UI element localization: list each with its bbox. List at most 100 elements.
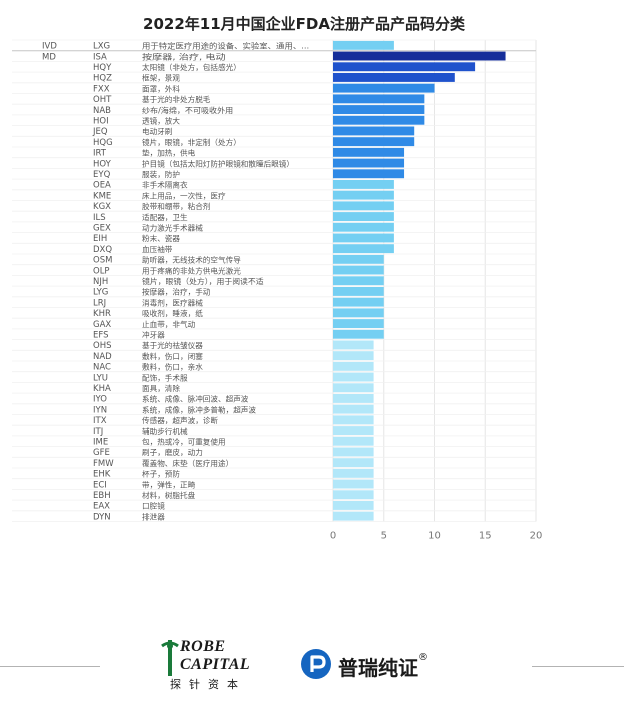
rows-layer: IVD LXG 用于特定医疗用途的设备、实验室、通用、... MD ISA 按摩器, 治疗… — [42, 40, 506, 522]
product-description-label: 带，弹性，正畸 — [142, 479, 196, 489]
grid-layer — [12, 39, 537, 522]
bar-osm — [333, 254, 384, 264]
product-code-label: OLP — [93, 266, 110, 276]
robe-logo-chinese: 探针资本 — [170, 678, 246, 691]
product-code-label: ITX — [93, 416, 107, 426]
footer-rule-right — [532, 666, 624, 667]
product-code-label: GEX — [93, 223, 111, 233]
bar-lxg — [333, 40, 394, 50]
product-description-label: 敷料，伤口，亲水 — [142, 362, 203, 372]
product-description-label: 系统，成像，脉冲多普勒，超声波 — [142, 404, 256, 414]
product-description-label: 护目镜（包括太阳灯防护眼镜和散瞳后眼镜） — [142, 158, 294, 168]
robe-capital-mark-icon — [161, 640, 179, 676]
product-code-label: ITJ — [93, 427, 103, 437]
product-code-label: HOI — [93, 116, 109, 126]
product-description-label: 止血带，非气动 — [142, 319, 196, 329]
bar-gax — [333, 319, 384, 328]
product-description-label: 面具，清除 — [142, 383, 180, 393]
bar-iyo — [333, 394, 374, 403]
product-description-label: 杯子，预防 — [142, 469, 180, 479]
product-description-label: 覆盖物、床垫（医疗用途） — [142, 458, 233, 468]
product-description-label: 用于特定医疗用途的设备、实验室、通用、... — [142, 41, 309, 51]
bar-itj — [333, 426, 374, 435]
product-description-label: 胶带和绷带，粘合剂 — [142, 201, 210, 211]
product-description-label: 镜片，眼镜，非定制（处方） — [142, 137, 241, 147]
product-description-label: 冲牙器 — [142, 329, 165, 339]
bar-chart: 2022年11月中国企业FDA注册产品产品码分类 IVD LXG 用于特定医疗用途的… — [12, 15, 542, 542]
product-description-label: 材料，树脂托盘 — [142, 490, 196, 500]
bar-dxq — [333, 244, 394, 254]
bar-nad — [333, 351, 374, 361]
product-description-label: 基于光的非处方脱毛 — [142, 94, 211, 104]
product-description-label: 助听器，无线技术的空气传导 — [142, 255, 241, 265]
bar-lyu — [333, 372, 374, 382]
product-description-label: 基于光的祛皱仪器 — [142, 340, 203, 350]
product-code-label: KME — [93, 191, 111, 201]
footer-rule-left — [0, 666, 100, 667]
bar-irt — [333, 147, 405, 157]
bar-dyn — [333, 511, 374, 521]
bar-nac — [333, 361, 374, 371]
bar-gfe — [333, 447, 374, 457]
product-description-label: 垫，加热，供电 — [142, 148, 196, 158]
product-code-label: FXX — [93, 84, 110, 94]
x-tick-label: 15 — [479, 531, 492, 542]
bar-kme — [333, 190, 394, 200]
product-description-label: 电动牙刷 — [142, 126, 172, 136]
bar-eih — [333, 233, 394, 243]
product-code-label: EYQ — [93, 170, 111, 180]
product-code-label: IRT — [93, 149, 107, 159]
bar-ime — [333, 436, 374, 446]
product-code-label: LXG — [93, 42, 110, 52]
bar-kha — [333, 383, 374, 393]
product-code-label: EBH — [93, 491, 111, 501]
bar-khr — [333, 308, 384, 318]
product-code-label: KHR — [93, 309, 111, 319]
product-code-label: HOY — [93, 159, 112, 169]
product-code-label: NAD — [93, 352, 112, 362]
group-label: IVD — [42, 42, 57, 52]
purecert-mark-icon — [301, 649, 331, 679]
product-code-label: FMW — [93, 459, 114, 469]
product-code-label: LRJ — [93, 298, 106, 308]
product-code-label: NJH — [93, 277, 108, 287]
product-description-label: 框架，景观 — [142, 73, 180, 83]
product-description-label: 按摩器，治疗，手动 — [142, 287, 211, 297]
bar-njh — [333, 276, 384, 286]
product-description-label: 床上用品，一次性，医疗 — [142, 190, 226, 200]
bar-jeq — [333, 126, 415, 136]
product-description-label: 透镜，放大 — [142, 115, 180, 125]
product-code-label: GFE — [93, 448, 110, 458]
bar-hoi — [333, 115, 425, 125]
purecert-wordmark: 普瑞纯证® — [338, 652, 428, 681]
product-description-label: 敷料，伤口，闭塞 — [142, 351, 203, 361]
product-code-label: EHK — [93, 470, 111, 480]
product-description-label: 口腔镜 — [142, 501, 165, 511]
bar-kgx — [333, 201, 394, 211]
product-code-label: EAX — [93, 502, 110, 512]
product-code-label: JEQ — [92, 127, 108, 137]
bar-ehk — [333, 468, 374, 478]
chart-title: 2022年11月中国企业FDA注册产品产品码分类 — [143, 15, 466, 33]
bar-lyg — [333, 287, 384, 296]
product-code-label: IYO — [93, 395, 107, 405]
product-description-label: 太阳镜（非处方，包括感光） — [142, 62, 241, 72]
product-description-label: 刷子，磨皮，动力 — [142, 447, 203, 457]
x-tick-label: 5 — [381, 531, 387, 542]
product-description-label: 传感器，超声波，诊断 — [142, 415, 218, 425]
bar-gex — [333, 222, 394, 232]
product-description-label: 辅助步行机械 — [142, 426, 188, 436]
product-code-label: LYU — [93, 373, 108, 383]
bar-olp — [333, 265, 384, 275]
product-code-label: IYN — [93, 405, 107, 415]
bar-hqg — [333, 137, 415, 147]
bar-itx — [333, 415, 374, 425]
product-code-label: ISA — [93, 52, 107, 62]
bar-eax — [333, 501, 374, 510]
robe-logo-line1: ROBE — [180, 638, 226, 655]
product-code-label: OHT — [93, 95, 112, 105]
bar-eci — [333, 479, 374, 489]
group-label: MD — [42, 52, 56, 62]
x-tick-label: 10 — [428, 531, 441, 542]
product-code-label: OHS — [93, 341, 111, 351]
